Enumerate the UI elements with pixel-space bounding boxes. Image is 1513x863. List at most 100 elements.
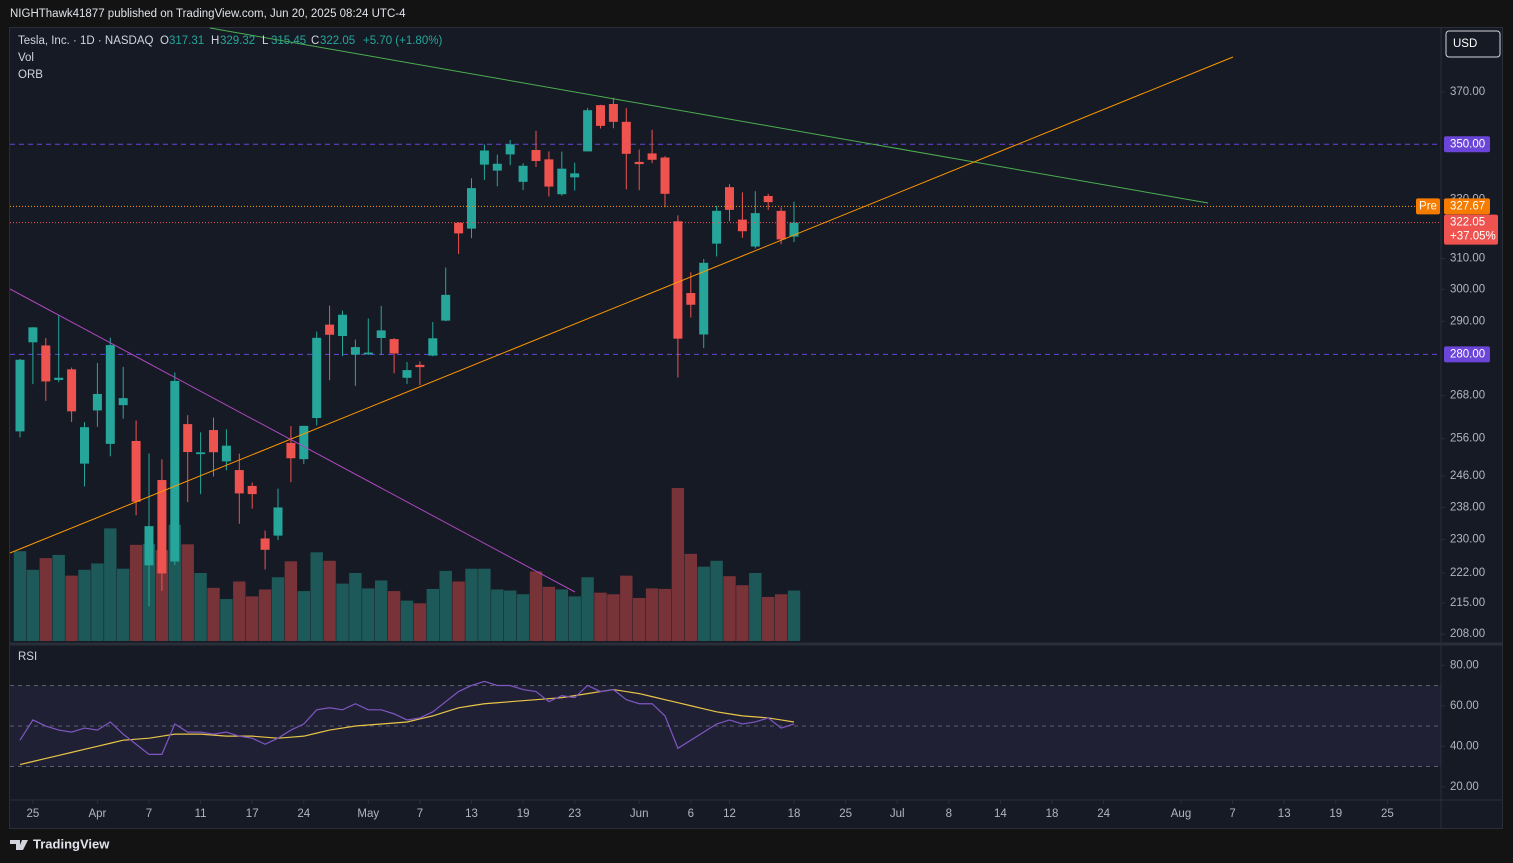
symbol: Tesla, Inc. · 1D · NASDAQ — [18, 35, 154, 47]
volume-legend: Vol — [18, 52, 34, 64]
candle-body — [350, 347, 360, 355]
level-label: 350.00 — [1450, 138, 1485, 150]
volume-bar — [529, 571, 543, 641]
x-tick-label: 25 — [1381, 808, 1394, 820]
volume-bar — [65, 575, 78, 641]
volume-bar — [465, 568, 478, 641]
candle-body — [531, 149, 541, 162]
volume-bar — [387, 591, 401, 641]
candle-body — [634, 161, 644, 165]
volume-bar — [375, 580, 388, 641]
x-tick-label: 19 — [517, 808, 530, 820]
x-tick-label: 19 — [1329, 808, 1342, 820]
candle-body — [170, 380, 180, 562]
rsi-tick-label: 80.00 — [1450, 659, 1479, 671]
y-tick-label: 208.00 — [1450, 628, 1485, 640]
volume-bar — [504, 590, 517, 641]
volume-bar — [13, 551, 27, 641]
ohlc-key: C — [311, 35, 319, 47]
x-tick-label: 6 — [688, 808, 694, 820]
rsi-legend: RSI — [18, 651, 37, 663]
ohlc-key: O — [160, 35, 169, 47]
trendline — [9, 56, 1234, 554]
last-change: +37.05% — [1450, 231, 1496, 243]
rsi-line — [19, 680, 795, 755]
candle-body — [247, 485, 257, 495]
x-tick-label: 7 — [417, 808, 423, 820]
candle-body — [763, 195, 773, 203]
candle-body — [428, 338, 438, 356]
candle-body — [505, 144, 515, 155]
volume-bar — [762, 596, 775, 641]
candle-body — [363, 352, 373, 355]
rsi-tick-label: 20.00 — [1450, 781, 1479, 793]
volume-bar — [129, 544, 143, 641]
currency[interactable]: USD — [1453, 38, 1477, 50]
volume-bar — [117, 568, 130, 641]
candle-body — [467, 188, 476, 229]
y-tick-label: 268.00 — [1450, 390, 1485, 402]
volume-bar — [362, 588, 375, 641]
volume-bar — [258, 589, 272, 641]
candle-body — [454, 222, 464, 234]
candle-body — [402, 370, 412, 378]
x-tick-label: 13 — [1278, 808, 1291, 820]
volume-bar — [736, 585, 749, 641]
volume-bar — [104, 528, 117, 641]
volume-bar — [594, 592, 607, 641]
candle-body — [54, 377, 64, 380]
level-badge — [1444, 136, 1490, 153]
candle-body — [557, 168, 567, 195]
volume-bar — [78, 569, 91, 641]
candle-body — [415, 364, 425, 368]
rsi-tick-label: 40.00 — [1450, 740, 1479, 752]
x-tick-label: Apr — [88, 808, 106, 820]
premarket-tag — [1416, 198, 1440, 215]
premarket-value: 327.67 — [1450, 200, 1485, 212]
volume-bar — [297, 591, 310, 641]
candle-body — [699, 262, 709, 335]
logo — [10, 840, 28, 850]
volume-bar — [697, 566, 710, 641]
level-badge — [1444, 346, 1490, 363]
x-tick-label: 23 — [568, 808, 581, 820]
x-tick-label: 18 — [788, 808, 801, 820]
volume-bar — [52, 554, 65, 641]
volume-bar — [39, 558, 52, 641]
x-tick-label: 18 — [1046, 808, 1059, 820]
y-tick-label: 256.00 — [1450, 433, 1485, 445]
y-tick-label: 215.00 — [1450, 597, 1485, 609]
volume-bar — [413, 603, 427, 641]
ohlc-value: 329.32 — [220, 35, 255, 47]
candle-body — [28, 327, 38, 343]
volume-bar — [233, 581, 246, 641]
candle-body — [725, 187, 734, 210]
volume-bar — [787, 590, 801, 641]
candle-body — [15, 359, 25, 432]
publisher: NIGHThawk41877 published on TradingView.… — [10, 8, 406, 20]
chart-frame — [9, 27, 1503, 829]
candle-body — [376, 330, 386, 339]
volume-bar — [478, 568, 491, 641]
x-tick-label: May — [357, 808, 379, 820]
candle-body — [660, 157, 670, 194]
volume-bar — [671, 488, 685, 641]
volume-bar — [749, 573, 762, 641]
x-tick-label: 14 — [994, 808, 1007, 820]
volume-bar — [452, 581, 465, 641]
trendline — [209, 27, 1209, 204]
candle-body — [131, 440, 141, 502]
brand: TradingView — [33, 836, 110, 851]
candle-body — [583, 110, 593, 152]
ohlc-value: 322.05 — [320, 35, 355, 47]
candle-body — [144, 526, 154, 566]
candle-body — [737, 219, 747, 232]
currency-button[interactable] — [1445, 30, 1501, 58]
candle-body — [621, 121, 631, 154]
orb-legend: ORB — [18, 69, 43, 81]
candle-body — [596, 105, 605, 126]
candle-body — [234, 470, 244, 494]
candle-body — [686, 293, 696, 305]
x-tick-label: 24 — [297, 808, 310, 820]
candle-body — [286, 442, 296, 459]
